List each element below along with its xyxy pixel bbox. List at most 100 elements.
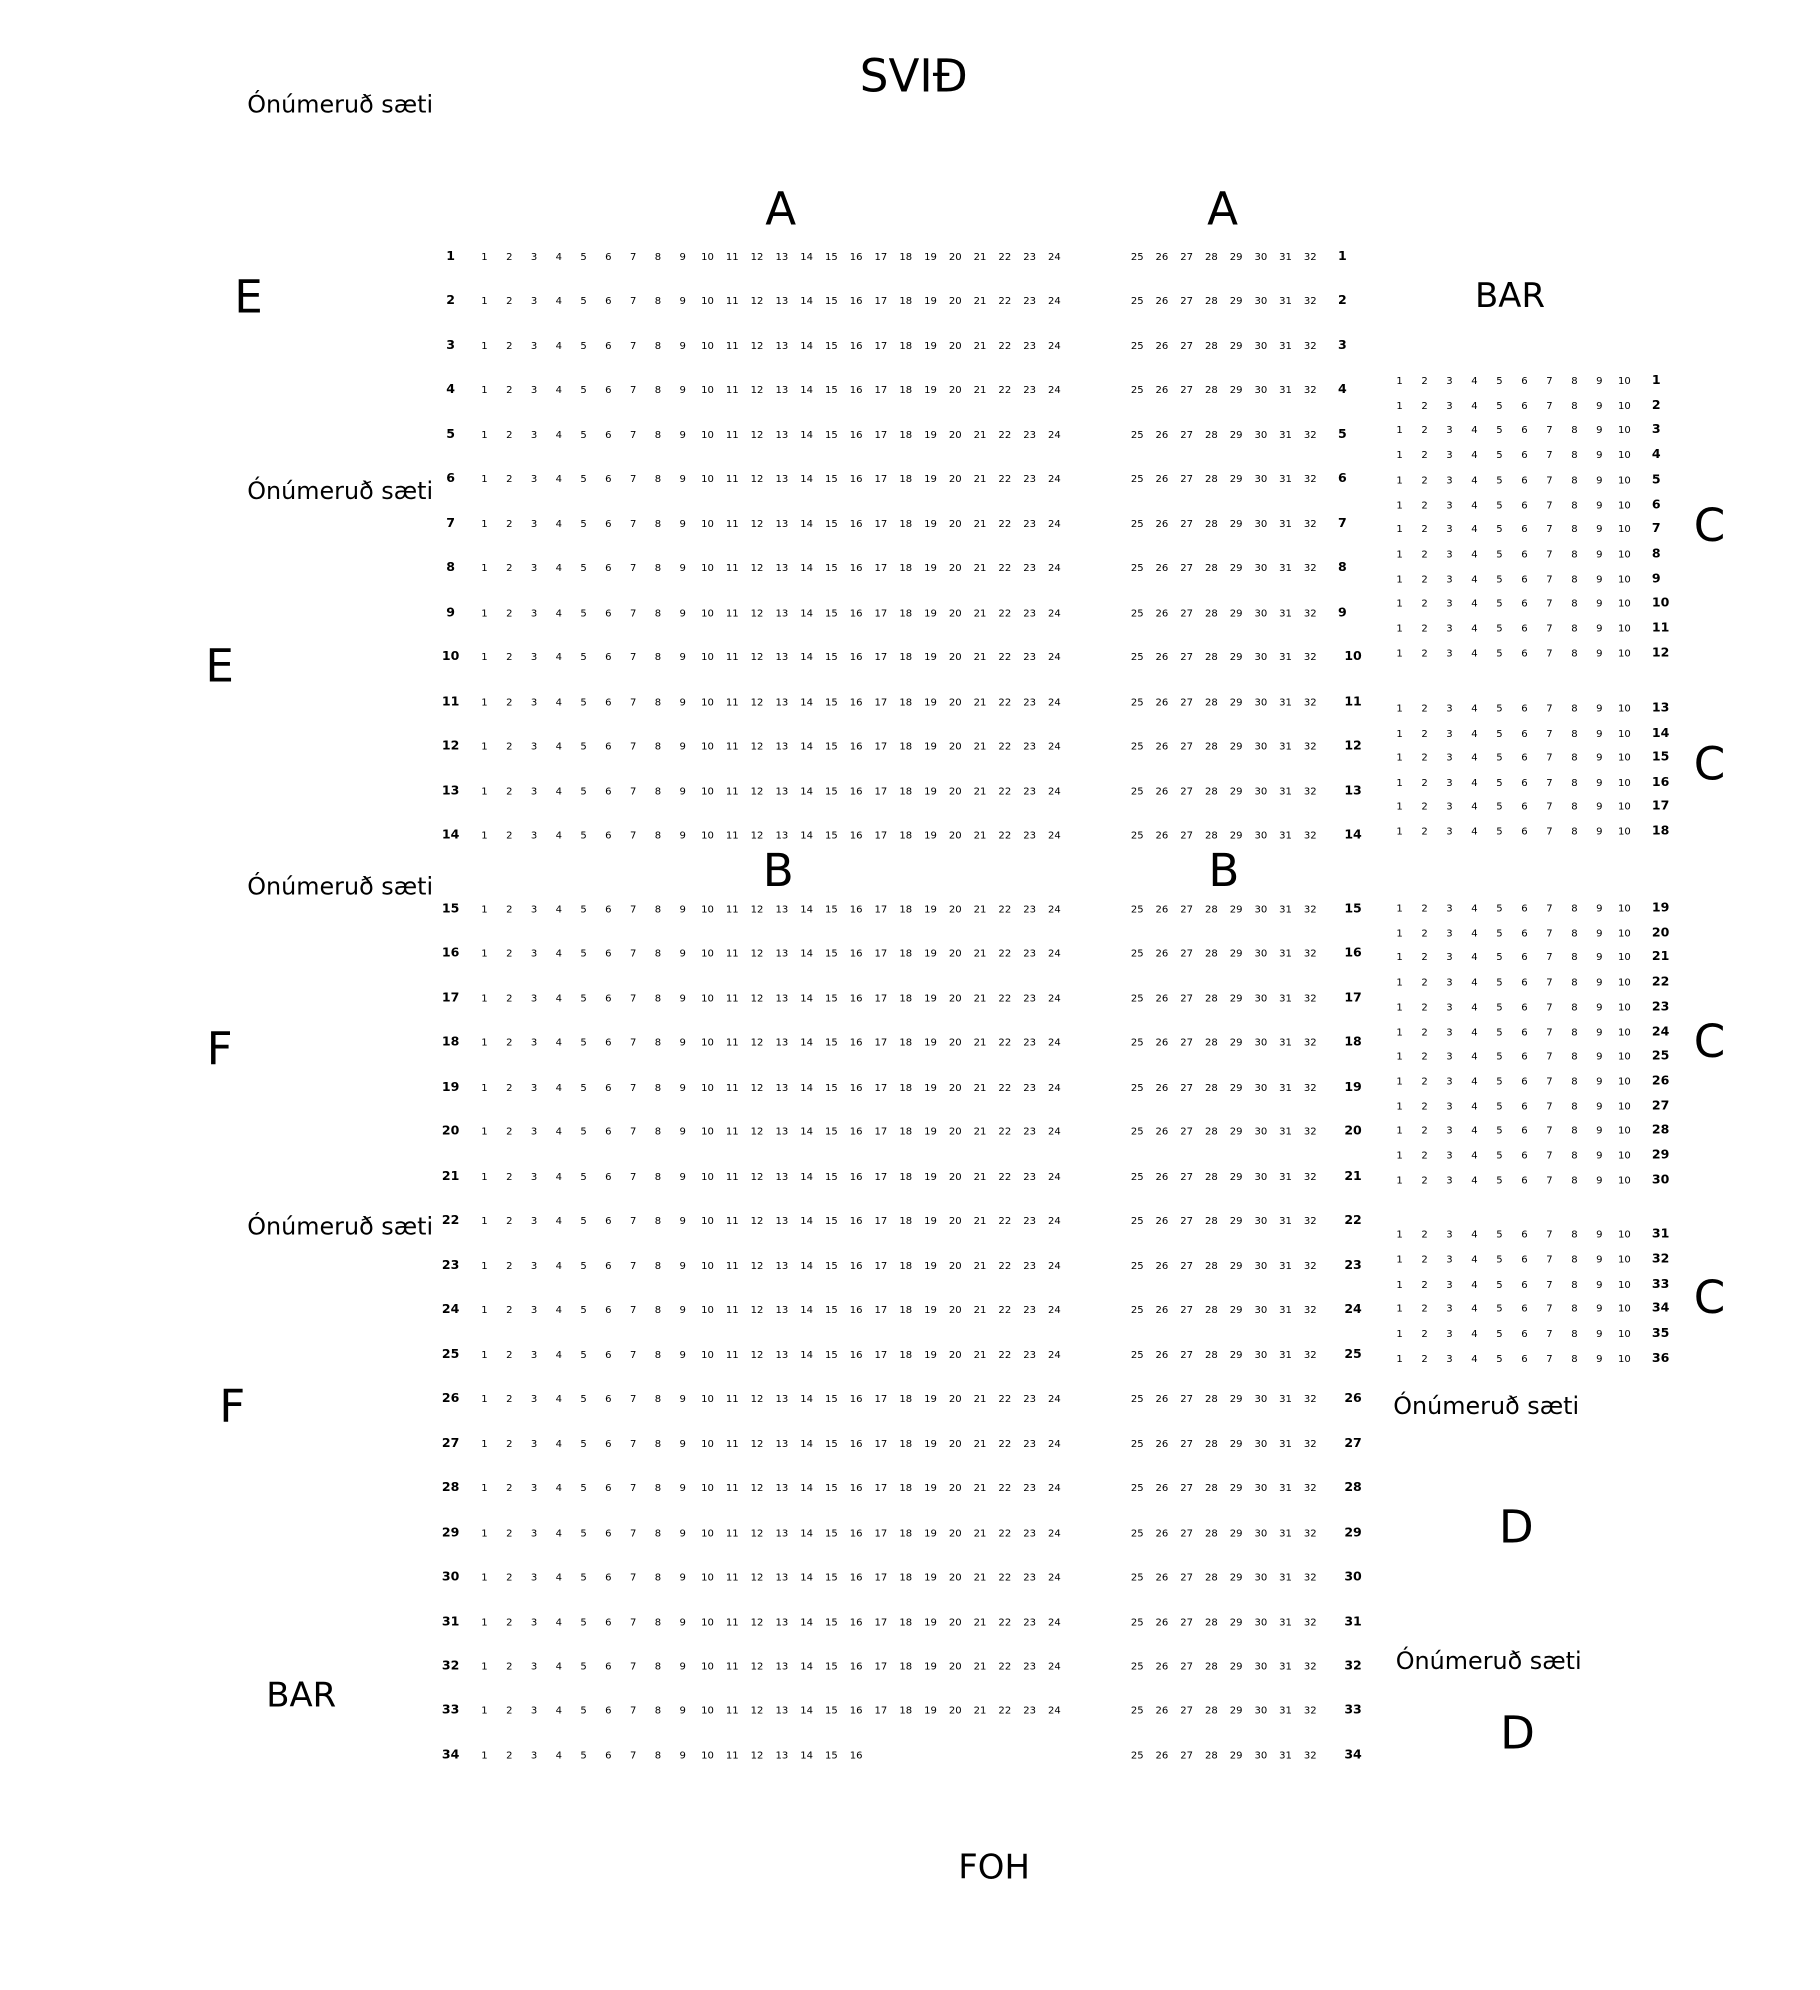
seat[interactable]: 9 (679, 607, 686, 619)
seat[interactable]: 3 (530, 1660, 538, 1672)
seat[interactable]: 20 (948, 607, 962, 619)
seat[interactable]: 15 (824, 651, 838, 663)
seat[interactable]: 32 (1303, 1126, 1317, 1138)
seat[interactable]: 7 (1546, 1050, 1553, 1063)
seat[interactable]: 25 (1130, 473, 1144, 485)
seat[interactable]: 6 (605, 1749, 612, 1761)
seat[interactable]: 27 (1180, 1259, 1194, 1272)
seat[interactable]: 32 (1303, 473, 1317, 485)
seat[interactable]: 10 (701, 295, 714, 307)
seat[interactable]: 25 (1130, 1437, 1144, 1450)
seat[interactable]: 29 (1229, 1215, 1243, 1227)
seat[interactable]: 4 (555, 1170, 563, 1183)
seat[interactable]: 24 (1047, 651, 1061, 663)
seat[interactable]: 30 (1254, 340, 1268, 352)
seat[interactable]: 1 (1396, 548, 1403, 560)
seat[interactable]: 29 (1229, 1749, 1243, 1761)
seat[interactable]: 11 (725, 340, 739, 352)
seat[interactable]: 16 (849, 1081, 863, 1094)
seat[interactable]: 1 (1396, 375, 1403, 387)
seat[interactable]: 23 (1023, 607, 1036, 619)
seat[interactable]: 4 (1471, 976, 1478, 988)
seat[interactable]: 10 (701, 340, 714, 352)
seat[interactable]: 3 (530, 1081, 538, 1094)
seat[interactable]: 32 (1303, 1037, 1317, 1049)
seat[interactable]: 10 (1617, 1026, 1631, 1038)
seat[interactable]: 4 (555, 829, 563, 841)
seat[interactable]: 5 (1496, 597, 1503, 610)
seat[interactable]: 31 (1279, 1259, 1292, 1272)
seat[interactable]: 19 (924, 903, 937, 916)
seat[interactable]: 32 (1303, 562, 1317, 574)
seat[interactable]: 6 (1521, 927, 1528, 939)
seat[interactable]: 13 (775, 1304, 789, 1316)
seat[interactable]: 5 (580, 340, 587, 352)
seat[interactable]: 1 (1396, 1253, 1403, 1265)
seat[interactable]: 22 (998, 696, 1012, 708)
seat[interactable]: 7 (1546, 573, 1553, 585)
seat[interactable]: 28 (1204, 1705, 1218, 1717)
seat[interactable]: 4 (1471, 573, 1478, 585)
seat[interactable]: 1 (1396, 1050, 1403, 1063)
seat[interactable]: 8 (654, 473, 662, 485)
seat[interactable]: 2 (1421, 976, 1428, 988)
seat[interactable]: 10 (1617, 1125, 1631, 1137)
seat[interactable]: 25 (1130, 295, 1144, 307)
seat[interactable]: 4 (555, 1660, 563, 1672)
seat[interactable]: 1 (1396, 1228, 1403, 1241)
seat[interactable]: 23 (1023, 785, 1036, 797)
seat[interactable]: 6 (1521, 523, 1528, 535)
seat[interactable]: 7 (629, 473, 637, 485)
seat[interactable]: 24 (1047, 295, 1061, 307)
seat[interactable]: 5 (1496, 424, 1503, 437)
seat[interactable]: 1 (1396, 927, 1403, 939)
seat[interactable]: 28 (1204, 607, 1218, 619)
seat[interactable]: 15 (824, 903, 838, 916)
seat[interactable]: 1 (481, 1482, 488, 1494)
seat[interactable]: 21 (973, 1705, 987, 1717)
seat[interactable]: 1 (1396, 1149, 1403, 1162)
seat[interactable]: 7 (1546, 1328, 1553, 1340)
seat[interactable]: 31 (1279, 295, 1292, 307)
seat[interactable]: 30 (1254, 473, 1268, 485)
seat[interactable]: 12 (750, 384, 764, 396)
seat[interactable]: 22 (998, 384, 1012, 396)
seat[interactable]: 5 (580, 1749, 587, 1761)
seat[interactable]: 5 (1496, 1001, 1503, 1013)
seat[interactable]: 8 (1571, 976, 1578, 988)
seat[interactable]: 10 (701, 1037, 714, 1049)
seat[interactable]: 12 (750, 1081, 764, 1094)
seat[interactable]: 18 (899, 785, 913, 797)
seat[interactable]: 31 (1279, 473, 1292, 485)
seat[interactable]: 6 (605, 829, 612, 841)
seat[interactable]: 26 (1155, 1215, 1169, 1227)
seat[interactable]: 30 (1254, 518, 1268, 530)
seat[interactable]: 11 (725, 1705, 739, 1717)
seat[interactable]: 28 (1204, 1616, 1218, 1628)
seat[interactable]: 23 (1023, 251, 1036, 263)
seat[interactable]: 1 (1396, 474, 1403, 486)
seat[interactable]: 2 (506, 1527, 513, 1539)
seat[interactable]: 23 (1023, 1393, 1036, 1405)
seat[interactable]: 5 (580, 948, 587, 960)
seat[interactable]: 2 (506, 1170, 513, 1183)
seat[interactable]: 18 (899, 1170, 913, 1183)
seat[interactable]: 10 (701, 1705, 714, 1717)
seat[interactable]: 14 (800, 1749, 813, 1761)
seat[interactable]: 7 (1546, 449, 1553, 461)
seat[interactable]: 26 (1155, 1037, 1169, 1049)
seat[interactable]: 16 (849, 1215, 863, 1227)
seat[interactable]: 19 (924, 1437, 937, 1450)
seat[interactable]: 14 (800, 429, 813, 441)
seat[interactable]: 2 (1421, 752, 1428, 764)
seat[interactable]: 19 (924, 740, 937, 752)
seat[interactable]: 12 (750, 903, 764, 916)
seat[interactable]: 10 (701, 1660, 714, 1672)
seat[interactable]: 5 (1496, 1353, 1503, 1365)
seat[interactable]: 4 (1471, 902, 1478, 914)
seat[interactable]: 26 (1155, 1393, 1169, 1405)
seat[interactable]: 9 (1596, 1303, 1603, 1315)
seat[interactable]: 25 (1130, 1037, 1144, 1049)
seat[interactable]: 14 (800, 1571, 813, 1583)
seat[interactable]: 2 (506, 473, 513, 485)
